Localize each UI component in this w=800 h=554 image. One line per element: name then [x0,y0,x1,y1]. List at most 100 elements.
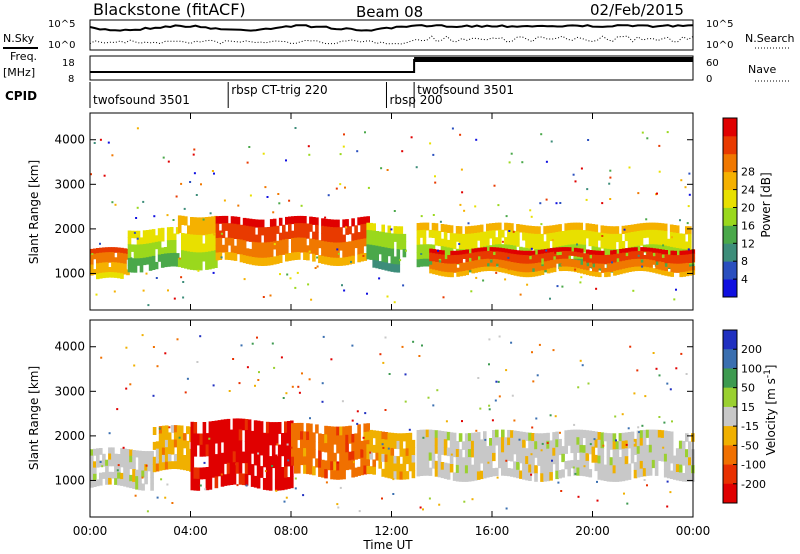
scatter-cell [162,156,165,159]
data-cell [318,433,322,443]
data-cell [105,471,109,479]
data-cell [179,432,184,441]
data-cell [96,273,100,280]
data-cell [464,241,469,250]
data-cell [294,448,298,457]
data-cell [642,452,647,461]
data-cell [288,216,292,225]
data-cell [306,431,310,441]
data-cell [158,426,163,434]
scatter-cell [302,494,305,497]
scatter-cell [408,428,411,431]
data-cell [387,225,392,234]
scatter-cell [386,169,389,171]
data-cell [142,250,147,259]
data-cell [105,478,109,485]
data-cell [150,470,154,478]
data-cell [384,469,389,478]
data-cell [459,267,463,273]
data-cell [211,250,215,260]
data-cell [618,473,623,482]
data-cell [170,439,175,448]
scatter-cell [460,168,463,171]
data-cell [211,259,215,269]
data-cell [664,266,668,272]
data-cell [193,433,198,446]
data-cell [218,216,223,224]
scatter-cell [135,217,138,219]
data-cell [555,255,560,260]
data-cell [220,419,225,432]
scatter-cell [339,153,342,156]
scatter-cell [324,216,327,219]
data-cell [190,455,195,468]
data-cell [592,258,596,264]
scatter-cell [554,415,557,418]
data-cell [348,241,352,250]
scatter-cell [427,396,430,399]
data-cell [552,267,557,273]
data-cell [138,457,142,465]
data-cell [190,234,194,244]
freq-label: Freq. [10,50,37,63]
data-cell [601,263,605,269]
data-cell [411,470,416,479]
data-cell [193,243,197,253]
data-cell [177,215,182,225]
data-cell [552,447,556,457]
data-cell [254,249,259,258]
data-cell [586,257,590,263]
data-cell [90,449,94,457]
data-cell [96,448,100,456]
data-cell [431,452,436,461]
scatter-cell [574,180,577,183]
scatter-cell [461,420,463,423]
data-cell [516,271,521,277]
scatter-cell [152,346,155,348]
data-cell [591,446,596,455]
data-cell [657,429,662,439]
data-cell [327,219,331,228]
data-cell [351,442,355,452]
data-cell [429,264,433,270]
scatter-cell [625,443,628,446]
data-cell [603,464,608,474]
scatter-cell [551,459,553,462]
data-cell [633,446,638,455]
data-cell [166,259,171,267]
data-cell [233,245,238,254]
data-cell [139,237,144,245]
data-cell [522,255,527,260]
scatter-cell [246,161,249,164]
data-cell [163,260,168,268]
data-cell [429,252,433,258]
scatter-cell [404,400,407,403]
data-cell [348,451,352,461]
data-cell [354,225,358,234]
data-cell [458,241,463,250]
data-cell [582,445,587,454]
data-cell [363,457,367,467]
scatter-cell [560,263,563,266]
data-cell [603,472,608,481]
data-cell [549,264,554,269]
data-cell [105,267,109,273]
data-cell [573,251,578,257]
scatter-cell [628,166,631,169]
data-cell [351,233,355,242]
data-cell [381,261,385,270]
data-cell [244,474,249,486]
cpid-segment-label: rbsp 200 [389,93,442,107]
data-cell [327,426,331,436]
scatter-cell [336,503,339,506]
data-cell [190,251,194,262]
data-cell [354,240,358,249]
scatter-cell [529,209,532,212]
scatter-cell [410,136,413,139]
scatter-cell [145,272,148,275]
data-cell [248,256,253,265]
scatter-cell [666,131,669,134]
data-cell [274,456,279,469]
data-cell [111,272,115,278]
